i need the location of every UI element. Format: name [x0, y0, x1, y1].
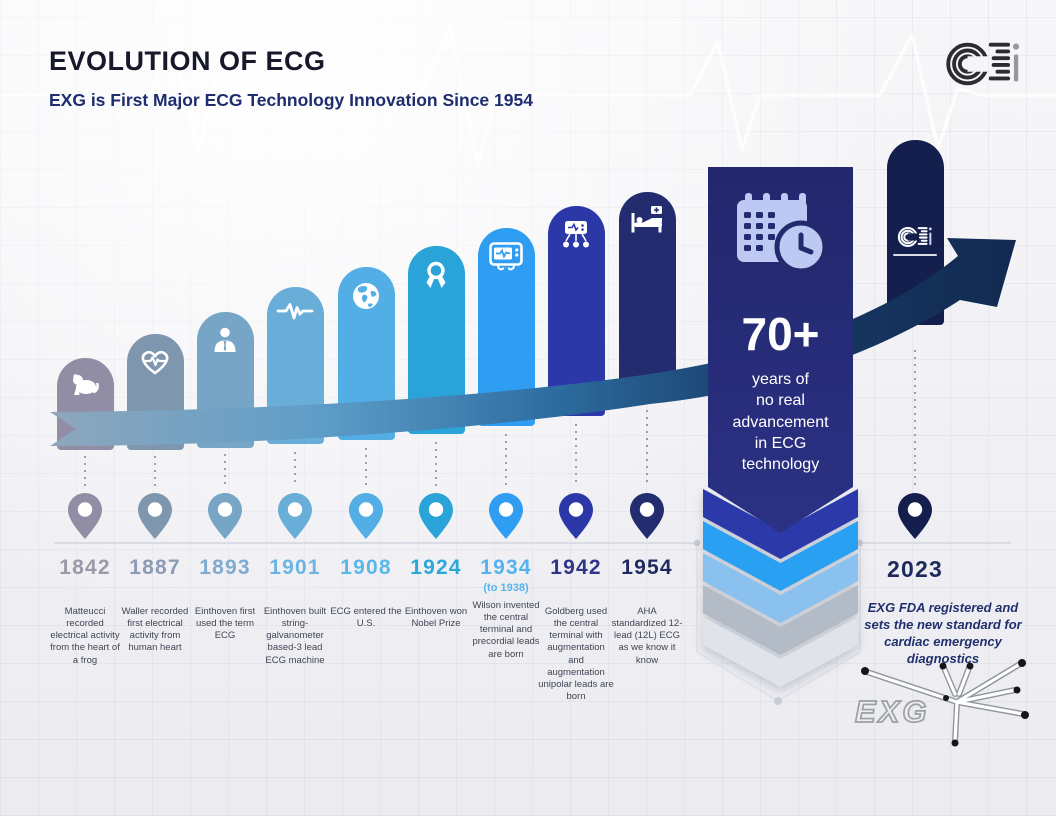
dotted-connector [505, 434, 507, 487]
milestone-year: 1942 [550, 556, 602, 579]
timeline-bar [547, 206, 605, 416]
exg-wordmark: EXG [855, 694, 929, 729]
milestone-description: Einthoven built string-galvanometer base… [263, 606, 327, 666]
location-pin-icon [68, 493, 102, 539]
exg-device-illustration: EXG ™ [854, 659, 1029, 747]
milestone-description: ECG entered the U.S. [330, 606, 402, 630]
milestone-year: 1842 [59, 556, 111, 579]
milestone-description: AHA standardized 12-lead (12L) ECG as we… [611, 606, 683, 666]
frog-icon [73, 374, 99, 395]
globe-icon [353, 283, 379, 309]
stat-caption: years of no real advancement in ECG tech… [732, 371, 829, 474]
chevron-5 [703, 617, 858, 687]
chevron-4 [703, 585, 858, 655]
central-terminal-icon [563, 221, 589, 248]
chevron-1 [703, 489, 858, 559]
dotted-connector [294, 452, 296, 487]
milestone-year: 1924 [410, 556, 462, 579]
milestone-year: 1901 [269, 556, 321, 579]
milestone-description: Wilson invented the central terminal and… [472, 600, 540, 660]
page-subtitle: EXG is First Major ECG Technology Innova… [49, 90, 533, 110]
milestone-year: 1893 [199, 556, 251, 579]
location-pin-icon [349, 493, 383, 539]
exg-device [861, 659, 1029, 747]
milestone-sub-year: (to 1938) [483, 582, 529, 594]
dotted-connector [575, 424, 577, 487]
milestone-description: Einthoven won Nobel Prize [404, 606, 468, 630]
location-pin-icon [138, 493, 172, 539]
chevron-2 [703, 521, 858, 591]
hospital-bed-icon [631, 206, 662, 233]
chevron-3 [703, 553, 858, 623]
cb3i-logo-white [897, 226, 932, 247]
milestone-description: Einthoven first used the term ECG [194, 606, 256, 642]
milestone-description: Waller recorded first electrical activit… [121, 606, 189, 654]
page-title: EVOLUTION OF ECG [49, 46, 326, 76]
doctor-icon [214, 327, 236, 352]
dotted-connector [365, 448, 367, 487]
dotted-connector [224, 454, 226, 487]
milestone-description: EXG FDA registered and sets the new stan… [864, 600, 1022, 667]
medal-icon [426, 261, 446, 288]
location-pin-icon [559, 493, 593, 539]
dotted-connector [646, 410, 648, 487]
location-pin-icon [419, 493, 453, 539]
pulse-icon [276, 303, 314, 320]
dotted-connector [154, 456, 156, 487]
milestone-description: Matteucci recorded electrical activity f… [50, 606, 120, 666]
milestone-description: Goldberg used the central terminal with … [538, 606, 614, 703]
dotted-connector [435, 442, 437, 487]
stat-value: 70+ [741, 308, 820, 360]
location-pin-icon [630, 493, 664, 539]
milestone-year: 1908 [340, 556, 392, 579]
location-pin-icon [489, 493, 523, 539]
location-pin-icon [278, 493, 312, 539]
ecg-monitor-icon [489, 242, 523, 271]
chevron-stack [703, 489, 858, 687]
calendar-clock-icon [737, 193, 827, 274]
milestone-year: 2023 [887, 556, 943, 582]
milestone-year: 1934 [480, 556, 532, 579]
stat-banner: 70+ years of no real advancement in ECG … [708, 167, 853, 533]
dotted-connector [914, 350, 916, 487]
location-pin-icon [208, 493, 242, 539]
milestone-year: 1954 [621, 556, 673, 579]
location-pin-icon [898, 493, 932, 539]
heart-pulse-icon [141, 351, 169, 375]
dotted-connector [84, 456, 86, 487]
milestone-year: 1887 [129, 556, 181, 579]
cb3i-wordmark-caption [893, 253, 937, 256]
timeline-bar [618, 192, 676, 400]
cb3i-logo [946, 42, 1020, 86]
